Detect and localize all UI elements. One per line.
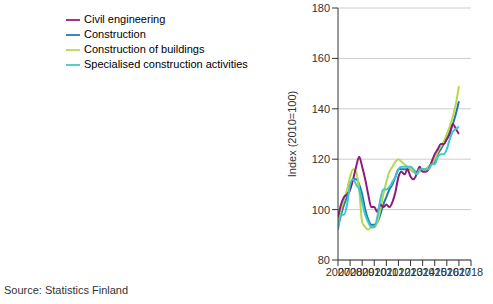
html-text:Source: Statistics Finland: Source: Statistics Finland — [4, 284, 129, 296]
html-text:Civil engineering: Civil engineering — [84, 13, 166, 25]
svg-text:160: 160 — [312, 52, 330, 64]
html-text:Construction of buildings: Construction of buildings — [84, 43, 205, 56]
svg-text:100: 100 — [312, 204, 330, 216]
svg-text:140: 140 — [312, 103, 330, 115]
svg-text:120: 120 — [312, 153, 330, 165]
svg-text:2018: 2018 — [459, 266, 483, 278]
svg-text:180: 180 — [312, 2, 330, 14]
svg-text:80: 80 — [318, 254, 330, 266]
html-text:Specialised construction activ: Specialised construction activities — [84, 58, 248, 71]
html-text:Construction: Construction — [84, 28, 146, 41]
svg-text:Index (2010=100): Index (2010=100) — [286, 91, 298, 178]
